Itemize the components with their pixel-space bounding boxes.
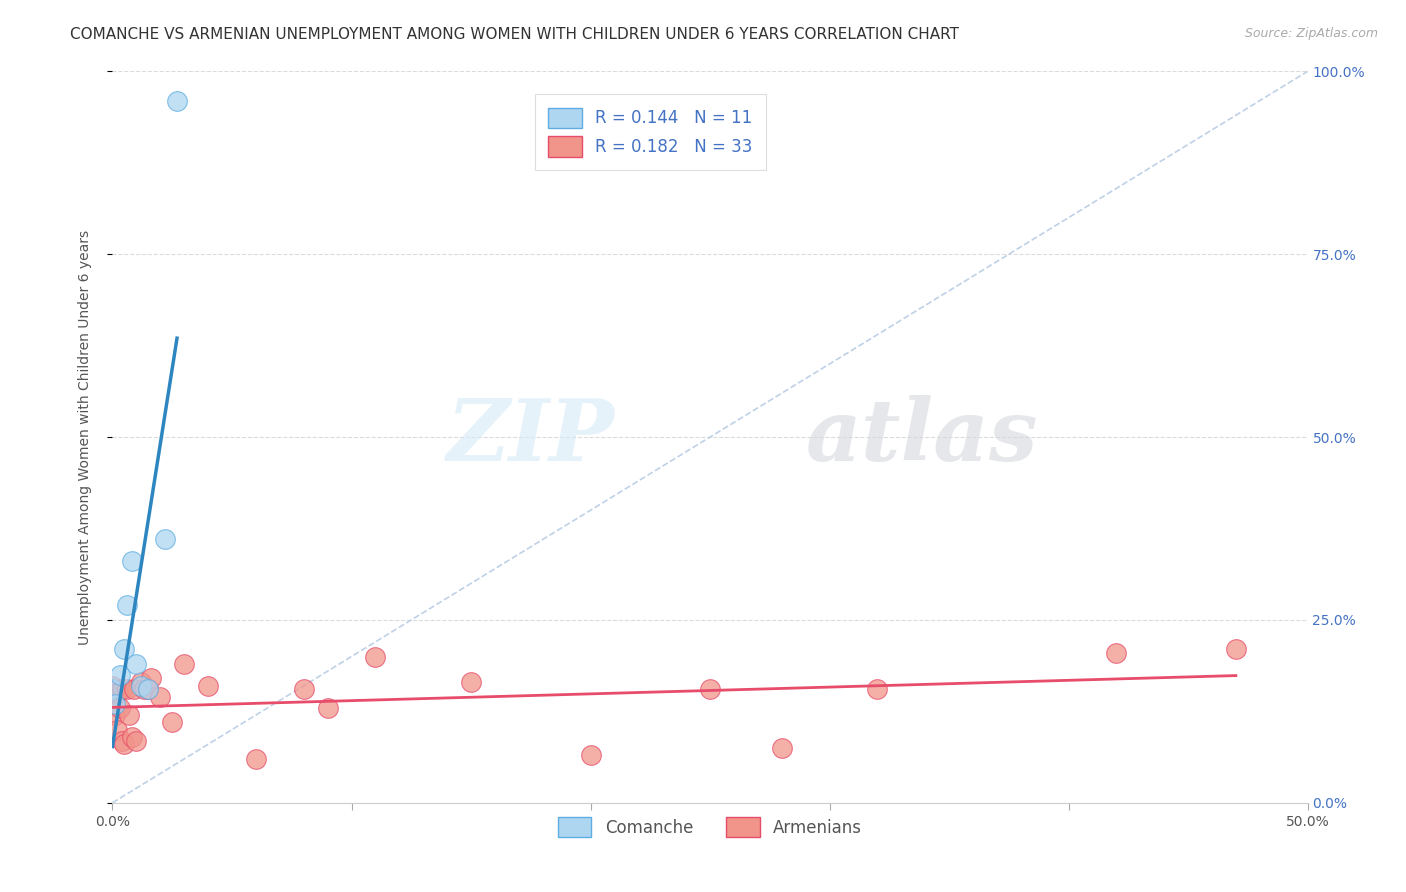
Point	[105, 723, 128, 737]
Point	[770, 740, 793, 755]
Point	[166, 94, 188, 108]
Point	[108, 667, 131, 681]
Point	[162, 715, 183, 730]
Point	[115, 599, 138, 613]
Point	[132, 682, 155, 697]
Point	[153, 533, 176, 547]
Point	[292, 682, 315, 697]
Point	[129, 679, 152, 693]
Point	[111, 682, 134, 697]
Point	[105, 686, 128, 700]
Point	[138, 682, 160, 697]
Point	[866, 682, 889, 697]
Text: Source: ZipAtlas.com: Source: ZipAtlas.com	[1244, 27, 1378, 40]
Point	[104, 697, 127, 711]
Point	[118, 708, 141, 723]
Y-axis label: Unemployment Among Women with Children Under 6 years: Unemployment Among Women with Children U…	[77, 229, 91, 645]
Point	[699, 682, 721, 697]
Point	[129, 675, 152, 690]
Point	[579, 748, 602, 763]
Point	[125, 733, 148, 747]
Point	[114, 642, 135, 657]
Point	[121, 554, 143, 568]
Point	[115, 682, 138, 697]
Point	[114, 737, 135, 751]
Point	[122, 682, 145, 697]
Text: COMANCHE VS ARMENIAN UNEMPLOYMENT AMONG WOMEN WITH CHILDREN UNDER 6 YEARS CORREL: COMANCHE VS ARMENIAN UNEMPLOYMENT AMONG …	[70, 27, 959, 42]
Point	[108, 700, 131, 714]
Point	[197, 679, 219, 693]
Point	[1105, 646, 1128, 660]
Point	[104, 708, 127, 723]
Legend: Comanche, Armenians: Comanche, Armenians	[550, 809, 870, 846]
Point	[460, 675, 482, 690]
Point	[101, 682, 124, 697]
Point	[101, 693, 124, 707]
Point	[125, 657, 148, 671]
Point	[139, 672, 162, 686]
Point	[121, 730, 143, 744]
Point	[149, 690, 172, 704]
Point	[111, 733, 134, 747]
Point	[138, 682, 160, 697]
Text: atlas: atlas	[806, 395, 1038, 479]
Text: ZIP: ZIP	[447, 395, 614, 479]
Point	[101, 679, 124, 693]
Point	[245, 752, 267, 766]
Point	[1225, 642, 1247, 657]
Point	[173, 657, 195, 671]
Point	[316, 700, 339, 714]
Point	[364, 649, 387, 664]
